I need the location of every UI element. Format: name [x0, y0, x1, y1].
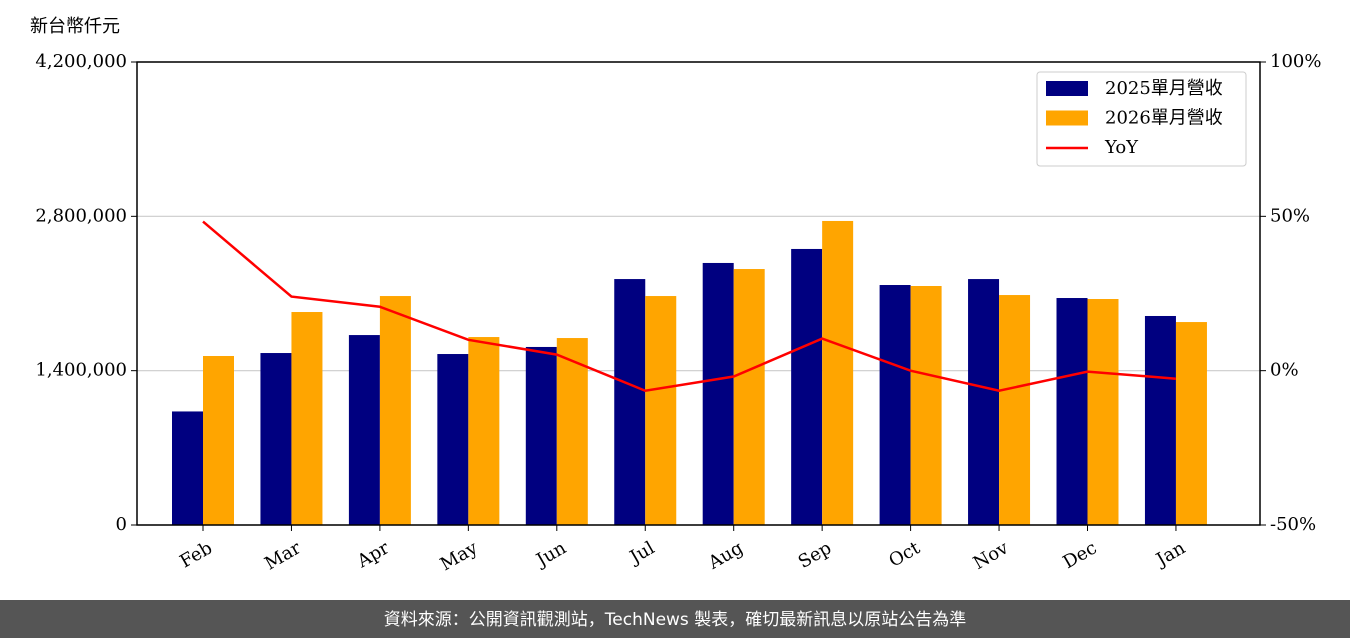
legend-swatch [1046, 110, 1088, 126]
bar [1056, 298, 1088, 525]
legend-label: YoY [1104, 137, 1139, 158]
bar [968, 279, 1000, 525]
y2-tick-label: 0% [1270, 360, 1299, 381]
y-tick-label: 1,400,000 [35, 360, 127, 381]
bar [525, 346, 557, 525]
legend-label: 2026單月營收 [1105, 108, 1223, 129]
bar [645, 296, 677, 525]
bar [791, 248, 823, 525]
yoy-line [202, 220, 1177, 393]
bar [999, 295, 1031, 525]
footer: 資料來源：公開資訊觀測站，TechNews 製表，確切最新訊息以原站公告為準 [384, 610, 966, 630]
y2-tick-label: 100% [1270, 51, 1321, 72]
footer-bar [0, 600, 1350, 638]
bar [291, 312, 323, 525]
bar [702, 262, 734, 525]
bar [614, 279, 646, 525]
bar [468, 337, 500, 525]
bar [879, 285, 911, 525]
bar [910, 286, 942, 525]
legend-label: 2025單月營收 [1105, 78, 1223, 99]
y2-tick-label: 50% [1270, 205, 1310, 226]
y2-tick-label: -50% [1270, 514, 1316, 535]
bar [733, 269, 765, 525]
bar [203, 356, 234, 525]
y-unit-label: 新台幣仟元 [30, 16, 120, 37]
bar [1087, 299, 1119, 525]
y-tick-label: 2,800,000 [35, 205, 127, 226]
bar [172, 411, 203, 525]
y-tick-label: 0 [116, 514, 127, 535]
legend-box [1036, 71, 1247, 167]
bar [260, 353, 292, 525]
bar [822, 220, 854, 526]
bar [556, 338, 588, 525]
bar [1175, 322, 1207, 525]
y-tick-label: 4,200,000 [35, 51, 127, 72]
bar [379, 296, 411, 525]
legend-swatch [1046, 81, 1088, 96]
bar [348, 335, 380, 525]
bar [1144, 315, 1176, 525]
plot-frame [136, 61, 1261, 526]
bar [437, 354, 469, 525]
